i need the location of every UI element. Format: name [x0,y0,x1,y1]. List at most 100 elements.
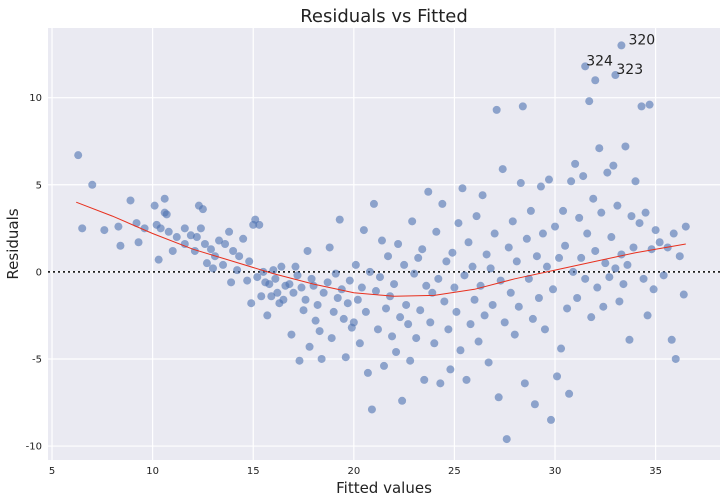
data-point [512,257,521,266]
data-point [323,278,332,287]
data-point [472,212,481,221]
data-point [78,224,87,233]
data-point [542,262,551,271]
data-point [575,213,584,222]
data-point [299,306,308,315]
data-point [464,238,473,247]
data-point [406,356,415,365]
data-point [526,206,535,215]
y-tick-label: 5 [36,180,42,191]
data-point [607,233,616,242]
data-point [227,278,236,287]
data-point [305,342,314,351]
data-point [450,283,459,292]
data-point [116,241,125,250]
data-point [263,311,272,320]
data-point [492,105,501,114]
data-point [559,206,568,215]
data-point [337,285,346,294]
data-point [422,281,431,290]
data-point [577,253,586,262]
data-point [456,346,465,355]
data-point [478,191,487,200]
data-point [229,246,238,255]
data-point [436,379,445,388]
lowess-line [76,201,686,297]
data-point [500,318,509,327]
data-point [418,245,427,254]
data-point [390,280,399,289]
data-point [394,240,403,248]
data-point [617,250,626,259]
x-tick-label: 25 [448,466,461,477]
data-point [516,179,525,188]
data-point [585,97,594,106]
data-point [557,344,566,353]
data-point [357,283,366,292]
data-point [208,264,217,273]
data-point [438,199,447,208]
data-point [593,283,602,292]
data-point [639,274,648,283]
data-point [571,159,580,168]
data-point [561,241,570,250]
data-point [351,260,360,269]
data-point [591,76,600,85]
smooth-fit-line [76,201,686,297]
data-point [247,299,256,308]
data-point [530,400,539,409]
data-point [506,288,515,297]
data-point [192,233,201,242]
data-point [518,102,527,111]
data-point [388,332,397,341]
data-point [353,295,362,304]
data-point [667,335,676,344]
data-point [460,271,469,280]
data-point [466,320,475,329]
x-tick-label: 10 [146,466,159,477]
data-point [392,348,401,356]
data-point [426,318,435,327]
data-point [430,339,439,348]
data-point [424,187,433,196]
data-point [454,219,463,228]
data-point [303,246,312,255]
data-point [132,219,141,228]
data-point [327,334,336,343]
data-point [239,234,248,243]
data-point [611,264,620,273]
data-point [235,252,244,261]
data-point [655,238,664,247]
data-point [591,246,600,255]
data-point [567,177,576,186]
data-point [675,252,684,261]
data-point [150,201,159,210]
data-point [569,267,578,276]
data-point [416,306,425,315]
data-point [565,389,574,398]
x-axis-label: Fitted values [336,479,432,497]
data-point [317,354,326,363]
data-point [428,288,437,297]
data-point [488,300,497,309]
data-point [206,245,215,254]
data-point [581,62,590,71]
data-point [446,365,455,374]
data-point [631,177,640,186]
x-tick-label: 5 [49,466,55,477]
data-point [420,375,429,384]
data-point [597,208,606,217]
y-tick-label: 0 [36,267,42,278]
x-tick-labels: 5 10 15 20 25 30 35 [49,466,662,477]
data-point [172,233,181,242]
data-point [671,354,680,363]
data-point [255,220,264,229]
data-point [384,252,393,261]
data-point [549,285,558,294]
data-point [583,229,592,238]
data-point [641,208,650,217]
data-point [599,302,608,311]
data-point [643,311,652,320]
